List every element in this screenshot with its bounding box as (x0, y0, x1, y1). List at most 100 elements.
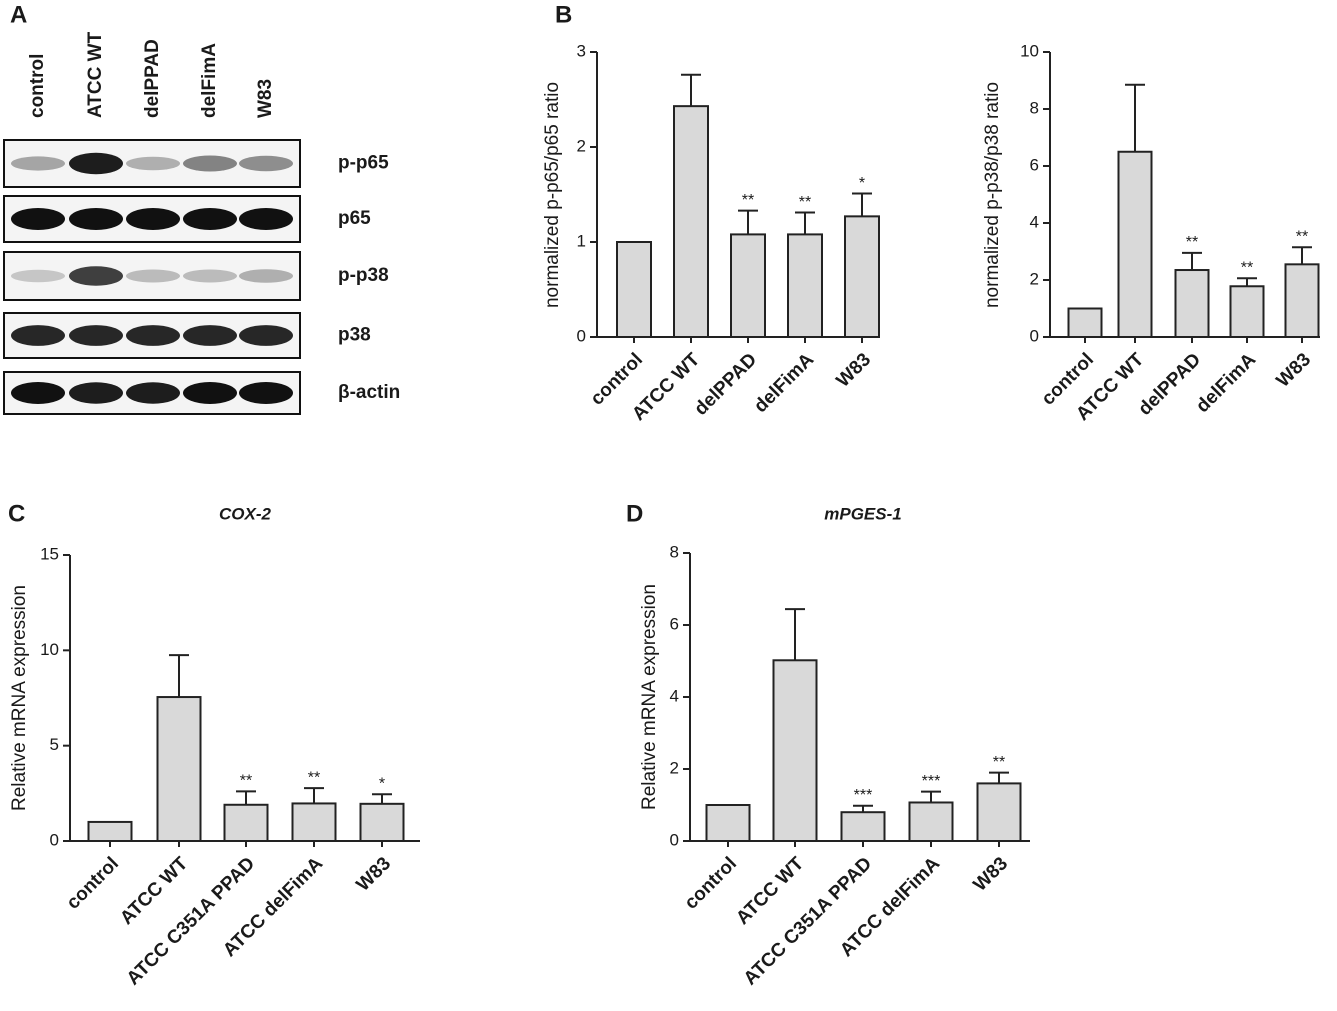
bar (156, 696, 202, 843)
y-tick-label: 5 (50, 735, 59, 754)
y-tick-label: 10 (40, 640, 59, 659)
band (126, 208, 180, 230)
bar (223, 803, 269, 842)
x-tick-label: W83 (353, 853, 395, 895)
y-tick-label: 15 (40, 544, 59, 563)
x-tick-label: W83 (970, 853, 1012, 895)
x-tick-label: delFimA (750, 349, 818, 417)
x-tick-label: control (63, 853, 123, 913)
y-tick-label: 4 (670, 686, 679, 705)
significance: * (379, 776, 385, 793)
y-tick-label: 8 (1030, 98, 1039, 117)
panel-label: A (10, 1, 27, 28)
y-tick-label: 0 (577, 326, 586, 345)
blot-box (3, 251, 301, 301)
bar (87, 820, 133, 843)
band (239, 382, 293, 404)
band (126, 156, 180, 171)
y-tick-label: 3 (577, 41, 586, 60)
panel-label: B (555, 1, 572, 28)
y-tick-label: 1 (577, 231, 586, 250)
lane-label: W83 (255, 79, 276, 118)
significance: ** (993, 754, 1005, 771)
band (183, 325, 237, 346)
band (69, 208, 123, 230)
bar (1174, 269, 1210, 338)
band (183, 382, 237, 404)
panel-label: D (626, 500, 643, 527)
significance: ** (240, 773, 252, 790)
band (69, 382, 123, 404)
band (11, 156, 65, 171)
bar (787, 233, 823, 338)
bar (359, 802, 405, 843)
bar (1067, 307, 1103, 338)
band (126, 269, 180, 283)
blot-box (3, 139, 301, 188)
x-tick-label: delFimA (1192, 349, 1260, 417)
y-tick-label: 2 (670, 758, 679, 777)
bar (908, 801, 954, 842)
band (239, 155, 293, 172)
significance: ** (1186, 234, 1198, 251)
panel-label: C (8, 500, 25, 527)
row-label: p65 (338, 208, 371, 229)
bar (291, 802, 337, 842)
row-label: p-p38 (338, 265, 389, 286)
significance: ** (1296, 228, 1308, 245)
x-tick-label: W83 (833, 349, 875, 391)
lane-label: ATCC WT (85, 31, 106, 118)
bar (705, 804, 751, 842)
y-tick-label: 0 (50, 830, 59, 849)
significance: ** (799, 194, 811, 211)
band (126, 382, 180, 404)
row-label: p-p65 (338, 153, 389, 174)
y-axis-label: normalized p-p38/p38 ratio (982, 82, 1003, 308)
band (239, 208, 293, 230)
significance: *** (854, 787, 873, 804)
y-tick-label: 0 (670, 830, 679, 849)
row-label: β-actin (338, 382, 400, 403)
y-tick-label: 6 (1030, 155, 1039, 174)
bar (976, 782, 1022, 843)
band (126, 325, 180, 346)
bar (844, 215, 880, 339)
y-tick-label: 10 (1020, 41, 1039, 60)
bar (1117, 150, 1153, 338)
y-tick-label: 2 (577, 136, 586, 155)
lane-label: delPPAD (142, 39, 163, 118)
y-tick-label: 4 (1030, 212, 1039, 231)
band (11, 208, 65, 230)
x-tick-label: ATCC C351A PPAD (123, 853, 259, 989)
significance: ** (1241, 260, 1253, 277)
bar (616, 241, 652, 338)
band (11, 382, 65, 404)
band (183, 208, 237, 230)
chart-title: COX-2 (219, 504, 272, 523)
band (11, 269, 65, 283)
band (239, 269, 293, 283)
band (183, 155, 237, 172)
band (69, 325, 123, 346)
chart-title: mPGES-1 (824, 504, 901, 523)
bar (1284, 263, 1320, 339)
significance: *** (922, 773, 941, 790)
y-axis-label: Relative mRNA expression (639, 584, 660, 810)
y-tick-label: 0 (1030, 326, 1039, 345)
bar (840, 811, 886, 843)
band (183, 269, 237, 283)
significance: ** (308, 769, 320, 786)
significance: ** (742, 192, 754, 209)
band (11, 325, 65, 346)
y-axis-label: normalized p-p65/p65 ratio (542, 82, 563, 308)
significance: * (859, 175, 865, 192)
lane-label: control (27, 54, 48, 118)
lane-label: delFimA (199, 43, 220, 118)
bar (772, 659, 818, 843)
y-axis-label: Relative mRNA expression (9, 585, 30, 811)
x-tick-label: delPPAD (690, 349, 761, 420)
band (69, 152, 123, 175)
y-tick-label: 2 (1030, 269, 1039, 288)
bar (1229, 285, 1265, 338)
